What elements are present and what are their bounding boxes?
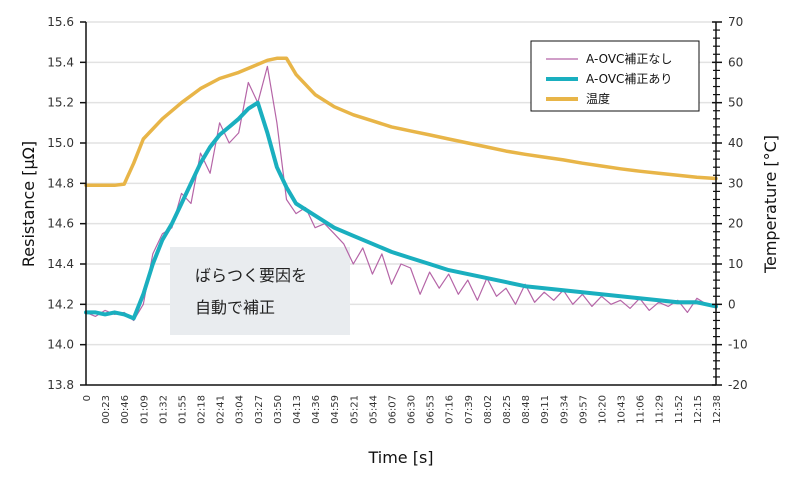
annotation-line-2: 自動で補正 [195, 298, 275, 317]
right-tick-label: 10 [728, 257, 743, 271]
left-tick-label: 15.2 [47, 96, 74, 110]
x-tick-label: 06:30 [407, 395, 418, 424]
left-tick-label: 14.6 [47, 217, 74, 231]
annotation-line-1: ばらつく要因を [195, 266, 307, 285]
x-tick-label: 04:59 [330, 395, 341, 424]
x-tick-label: 02:41 [216, 395, 227, 424]
right-tick-label: -20 [728, 378, 748, 392]
right-tick-label: 40 [728, 136, 743, 150]
legend-label-corrected: A-OVC補正あり [586, 72, 672, 86]
x-axis-title: Time [s] [367, 448, 433, 467]
left-tick-label: 13.8 [47, 378, 74, 392]
right-tick-label: 50 [728, 96, 743, 110]
legend: A-OVC補正なし A-OVC補正あり 温度 [530, 40, 700, 112]
x-tick-label: 09:57 [578, 395, 589, 424]
x-tick-label: 00:46 [120, 395, 131, 424]
x-tick-label: 02:18 [197, 395, 208, 424]
x-tick-label: 11:52 [674, 395, 685, 424]
x-tick-label: 08:02 [483, 395, 494, 424]
right-tick-label: 30 [728, 176, 743, 190]
x-tick-label: 01:32 [158, 395, 169, 424]
right-tick-label: 70 [728, 15, 743, 29]
left-tick-label: 14.8 [47, 176, 74, 190]
right-tick-label: 20 [728, 217, 743, 231]
x-tick-label: 00:23 [101, 395, 112, 424]
x-tick-label: 12:38 [712, 395, 723, 424]
x-tick-label: 11:06 [636, 395, 647, 424]
x-tick-label: 06:53 [426, 395, 437, 424]
x-axis-ticks: 0 00:23 00:46 01:09 01:32 01:55 02:18 02:41 03:0… [82, 395, 723, 424]
x-tick-label: 11:29 [655, 395, 666, 424]
x-tick-label: 04:36 [311, 395, 322, 424]
left-tick-label: 15.6 [47, 15, 74, 29]
x-tick-label: 01:09 [139, 395, 150, 424]
x-tick-label: 05:21 [349, 395, 360, 424]
right-axis-ticks: 70 60 50 40 30 20 10 0 -10 -20 [712, 15, 748, 392]
axes [85, 22, 717, 386]
left-tick-label: 14.2 [47, 297, 74, 311]
x-tick-label: 09:11 [540, 395, 551, 424]
left-tick-label: 14.0 [47, 338, 74, 352]
x-tick-label: 07:16 [445, 395, 456, 424]
legend-label-temperature: 温度 [586, 91, 610, 106]
right-axis-title: Temperature [°C] [761, 135, 780, 274]
x-tick-label: 01:55 [177, 395, 188, 424]
x-tick-label: 06:07 [387, 395, 398, 424]
x-tick-label: 0 [82, 395, 93, 401]
x-tick-label: 03:27 [254, 395, 265, 424]
left-tick-label: 15.4 [47, 55, 74, 69]
series-temperature-line [84, 56, 718, 188]
x-tick-label: 10:43 [617, 395, 628, 424]
series-raw-line [85, 65, 717, 322]
x-tick-label: 08:25 [502, 395, 513, 424]
left-axis-title: Resistance [μΩ] [19, 141, 38, 267]
right-tick-label: 60 [728, 55, 743, 69]
x-tick-label: 12:15 [693, 395, 704, 424]
x-tick-label: 07:39 [464, 395, 475, 424]
x-tick-label: 05:44 [368, 395, 379, 424]
x-tick-label: 09:34 [559, 395, 570, 424]
left-axis-ticks: 15.6 15.4 15.2 15.0 14.8 14.6 14.4 14.2 14.0 13.8 [47, 15, 86, 392]
left-tick-label: 14.4 [47, 257, 74, 271]
right-tick-label: 0 [728, 297, 736, 311]
series-corrected-line [84, 100, 718, 321]
legend-label-raw: A-OVC補正なし [586, 52, 672, 66]
x-tick-label: 08:48 [521, 395, 532, 424]
x-tick-label: 10:20 [597, 395, 608, 424]
annotation-box [170, 247, 350, 335]
series-layer [84, 56, 718, 322]
right-tick-label: -10 [728, 338, 748, 352]
left-tick-label: 15.0 [47, 136, 74, 150]
x-tick-label: 04:13 [292, 395, 303, 424]
x-tick-label: 03:50 [273, 395, 284, 424]
x-tick-label: 03:04 [235, 395, 246, 424]
